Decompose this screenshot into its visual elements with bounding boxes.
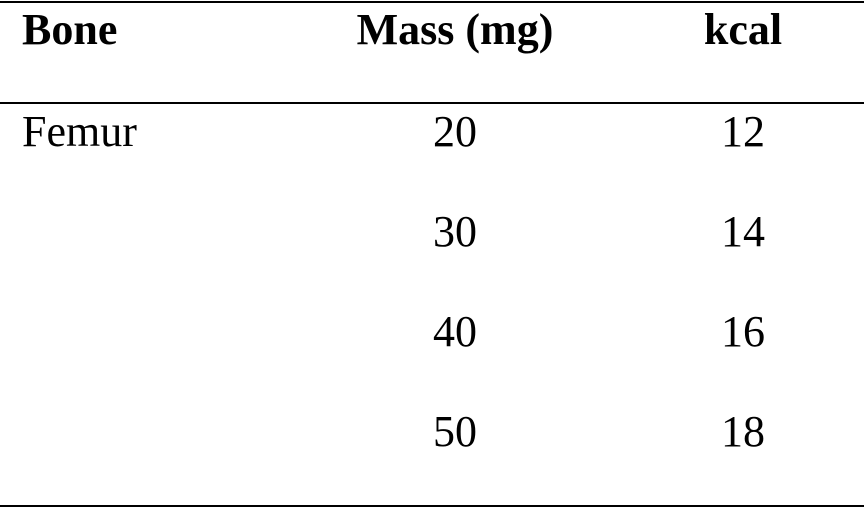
cell: 30 [433, 207, 477, 256]
cell: 12 [721, 107, 765, 156]
cell: 16 [721, 307, 765, 356]
cell: 18 [721, 407, 765, 456]
header-cell: Bone [22, 5, 117, 54]
header-cell: kcal [704, 5, 782, 54]
cell: 40 [433, 307, 477, 356]
cell: Femur [22, 107, 137, 156]
header-cell: Mass (mg) [357, 5, 554, 54]
cell: 20 [433, 107, 477, 156]
cell: 14 [721, 207, 765, 256]
cell: 50 [433, 407, 477, 456]
